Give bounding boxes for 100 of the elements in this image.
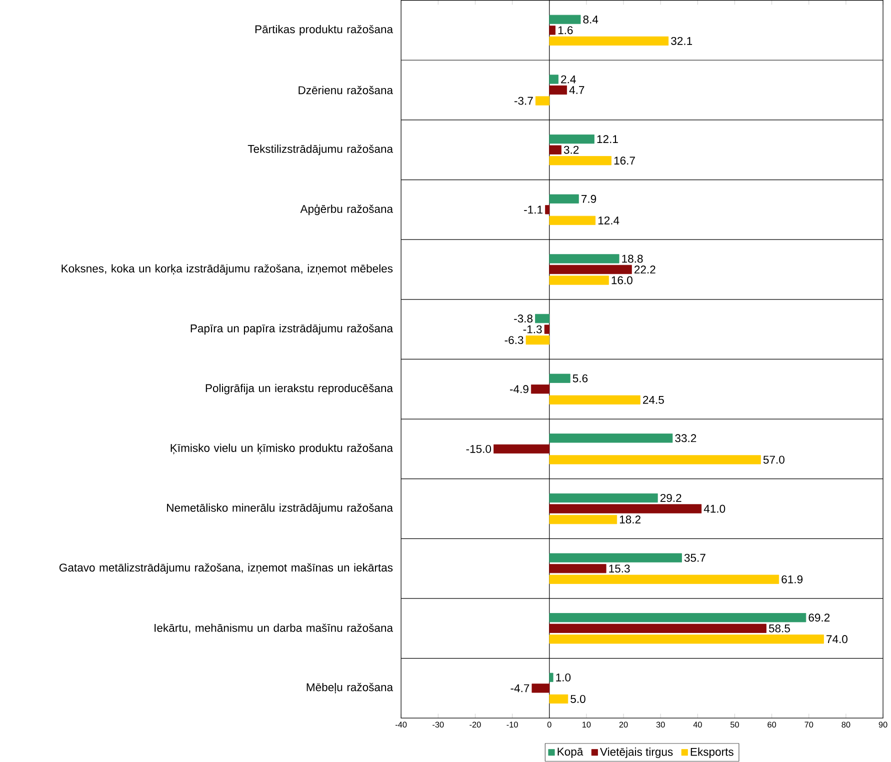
y-tick-label: Tekstilizstrādājumu ražošana bbox=[248, 144, 394, 156]
data-label: 57.0 bbox=[763, 456, 784, 464]
bar bbox=[530, 384, 550, 394]
data-label: 41.0 bbox=[704, 504, 726, 513]
x-tick-label: -20 bbox=[470, 722, 481, 728]
data-label: 7.9 bbox=[581, 195, 596, 204]
x-tick-label: 80 bbox=[842, 722, 850, 728]
bar bbox=[535, 96, 550, 106]
data-label: 58.5 bbox=[768, 624, 790, 633]
y-tick-label: Apģērbu ražošana bbox=[300, 204, 394, 216]
data-label: 61.9 bbox=[782, 576, 803, 584]
data-label: 32.1 bbox=[671, 37, 692, 46]
bar bbox=[549, 254, 620, 264]
data-label: 2.4 bbox=[561, 76, 576, 84]
legend-label: Vietējais tirgus bbox=[600, 748, 673, 758]
x-tick-label: 50 bbox=[730, 722, 739, 728]
bar bbox=[549, 396, 640, 405]
data-label: 18.2 bbox=[620, 516, 640, 524]
y-tick-label: Gatavo metālizstrādājumu ražošana, izņemot mašīnas un iekārtas bbox=[59, 563, 393, 574]
data-label: 12.4 bbox=[598, 216, 620, 225]
bar bbox=[549, 504, 702, 514]
x-tick-label: 30 bbox=[656, 722, 665, 728]
bar bbox=[549, 74, 558, 84]
y-tick-label: Iekārtu, mehānismu un darba mašīnu ražošana bbox=[154, 624, 394, 634]
data-label: 16.0 bbox=[612, 276, 632, 284]
x-tick-label: 60 bbox=[768, 722, 776, 728]
data-label: -4.9 bbox=[510, 385, 528, 394]
bar bbox=[549, 515, 618, 524]
bar bbox=[549, 146, 562, 155]
bar bbox=[549, 36, 669, 46]
data-label: 5.0 bbox=[570, 695, 586, 704]
data-label: 69.2 bbox=[808, 614, 830, 622]
data-label: 29.2 bbox=[660, 494, 682, 502]
data-label: 12.1 bbox=[597, 135, 618, 144]
bar bbox=[549, 216, 596, 226]
bar bbox=[549, 553, 682, 563]
data-label: -3.8 bbox=[514, 314, 533, 323]
bar bbox=[549, 634, 824, 644]
bar bbox=[545, 205, 550, 214]
bar bbox=[549, 564, 606, 574]
data-label: 1.0 bbox=[556, 674, 571, 682]
data-label: 5.6 bbox=[572, 374, 588, 383]
data-label: 15.3 bbox=[609, 564, 630, 573]
x-tick-label: 90 bbox=[878, 722, 888, 728]
bar bbox=[549, 86, 567, 95]
bar bbox=[549, 156, 612, 166]
y-tick-label: Poligrāfija un ierakstu reproducēšana bbox=[206, 384, 394, 395]
data-label: 18.8 bbox=[622, 254, 643, 263]
legend-label: Eksports bbox=[690, 748, 734, 758]
bar bbox=[549, 434, 673, 443]
bar bbox=[549, 276, 609, 286]
data-label: -15.0 bbox=[466, 445, 492, 454]
x-tick-label: 10 bbox=[582, 722, 591, 728]
data-label: 33.2 bbox=[675, 434, 696, 442]
bar bbox=[535, 314, 550, 324]
y-tick-label: Koksnes, koka un korķa izstrādājumu ražošana, izņemot mēbeles bbox=[62, 264, 393, 276]
data-label: 4.7 bbox=[569, 86, 584, 94]
bar bbox=[494, 444, 550, 454]
bar bbox=[549, 26, 556, 35]
data-label: -4.7 bbox=[510, 684, 530, 692]
data-label: -1.3 bbox=[523, 326, 542, 334]
y-tick-label: Mēbeļu ražošana bbox=[306, 683, 394, 694]
data-label: -1.1 bbox=[524, 206, 542, 214]
bar bbox=[549, 455, 761, 464]
legend-label: Kopā bbox=[558, 748, 584, 758]
data-label: 16.7 bbox=[614, 156, 635, 165]
y-tick-label: Nemetālisko minerālu izstrādājumu ražošana bbox=[167, 504, 394, 514]
y-tick-label: Pārtikas produktu ražošana bbox=[255, 25, 394, 36]
x-tick-label: 70 bbox=[804, 722, 814, 728]
bar bbox=[549, 613, 806, 622]
bar bbox=[549, 265, 632, 274]
bar bbox=[549, 194, 579, 204]
data-label: 3.2 bbox=[564, 146, 579, 154]
data-label: 1.6 bbox=[558, 26, 573, 34]
x-tick-label: 20 bbox=[619, 722, 628, 728]
data-label: 8.4 bbox=[583, 16, 598, 24]
y-tick-label: Dzērienu ražošana bbox=[298, 86, 394, 94]
bar bbox=[549, 15, 581, 24]
data-label: 74.0 bbox=[826, 635, 848, 644]
bar bbox=[549, 374, 570, 384]
data-label: 22.2 bbox=[634, 266, 656, 274]
x-tick-label: 0 bbox=[547, 722, 552, 728]
bar bbox=[549, 574, 780, 584]
bar bbox=[526, 336, 550, 345]
data-label: 24.5 bbox=[643, 396, 664, 404]
bar bbox=[549, 624, 766, 634]
y-tick-label: Ķīmisko vielu un ķīmisko produktu ražošana bbox=[170, 444, 394, 454]
data-label: 35.7 bbox=[684, 554, 706, 562]
bar bbox=[549, 673, 554, 682]
bar bbox=[532, 684, 550, 693]
x-tick-label: 40 bbox=[693, 722, 702, 728]
x-tick-label: -40 bbox=[396, 722, 407, 728]
bar bbox=[549, 694, 568, 704]
bar bbox=[549, 494, 658, 503]
x-tick-label: -30 bbox=[432, 722, 444, 728]
bar bbox=[549, 134, 594, 144]
bar bbox=[544, 324, 550, 334]
y-tick-label: Papīra un papīra izstrādājumu ražošana bbox=[190, 324, 394, 335]
data-label: -6.3 bbox=[504, 336, 524, 344]
data-label: -3.7 bbox=[514, 97, 533, 106]
